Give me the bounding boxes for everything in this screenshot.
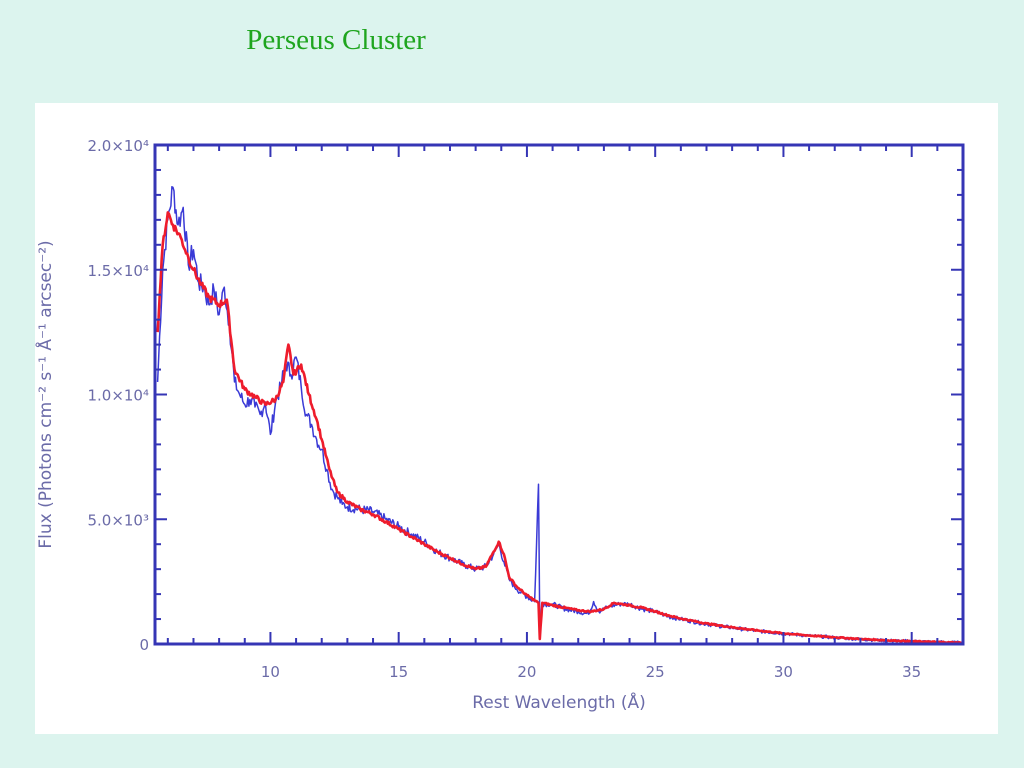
model-spectrum-line <box>156 211 964 645</box>
ticks-layer: 10 15 20 25 30 35 0 5.0×10³ 1.0×10⁴ 1.5×10⁴ 2.0×10… <box>87 137 964 681</box>
x-axis-title: Rest Wavelength (Å) <box>472 691 646 713</box>
slide-title: Perseus Cluster <box>246 24 426 56</box>
y-axis-title: Flux (Photons cm⁻² s⁻¹ Å⁻¹ arcsec⁻²) <box>35 240 56 548</box>
x-tick-label: 35 <box>902 663 921 681</box>
y-tick-label: 0 <box>139 636 149 654</box>
x-tick-label: 20 <box>517 663 536 681</box>
series-layer <box>156 185 964 645</box>
x-tick-label: 25 <box>646 663 665 681</box>
x-tick-label: 30 <box>774 663 793 681</box>
y-tick-label: 2.0×10⁴ <box>87 137 149 155</box>
plot-frame <box>153 143 965 646</box>
observed-spectrum-line <box>156 185 964 645</box>
y-tick-label: 1.5×10⁴ <box>87 262 149 280</box>
spectrum-chart: 10 15 20 25 30 35 0 5.0×10³ 1.0×10⁴ 1.5×10⁴ 2.0×10… <box>35 137 965 713</box>
x-tick-label: 10 <box>261 663 280 681</box>
y-tick-label: 1.0×10⁴ <box>87 387 149 405</box>
y-tick-label: 5.0×10³ <box>87 511 149 529</box>
x-tick-label: 15 <box>389 663 408 681</box>
plot-panel: 10 15 20 25 30 35 0 5.0×10³ 1.0×10⁴ 1.5×10⁴ 2.0×10… <box>35 103 998 734</box>
